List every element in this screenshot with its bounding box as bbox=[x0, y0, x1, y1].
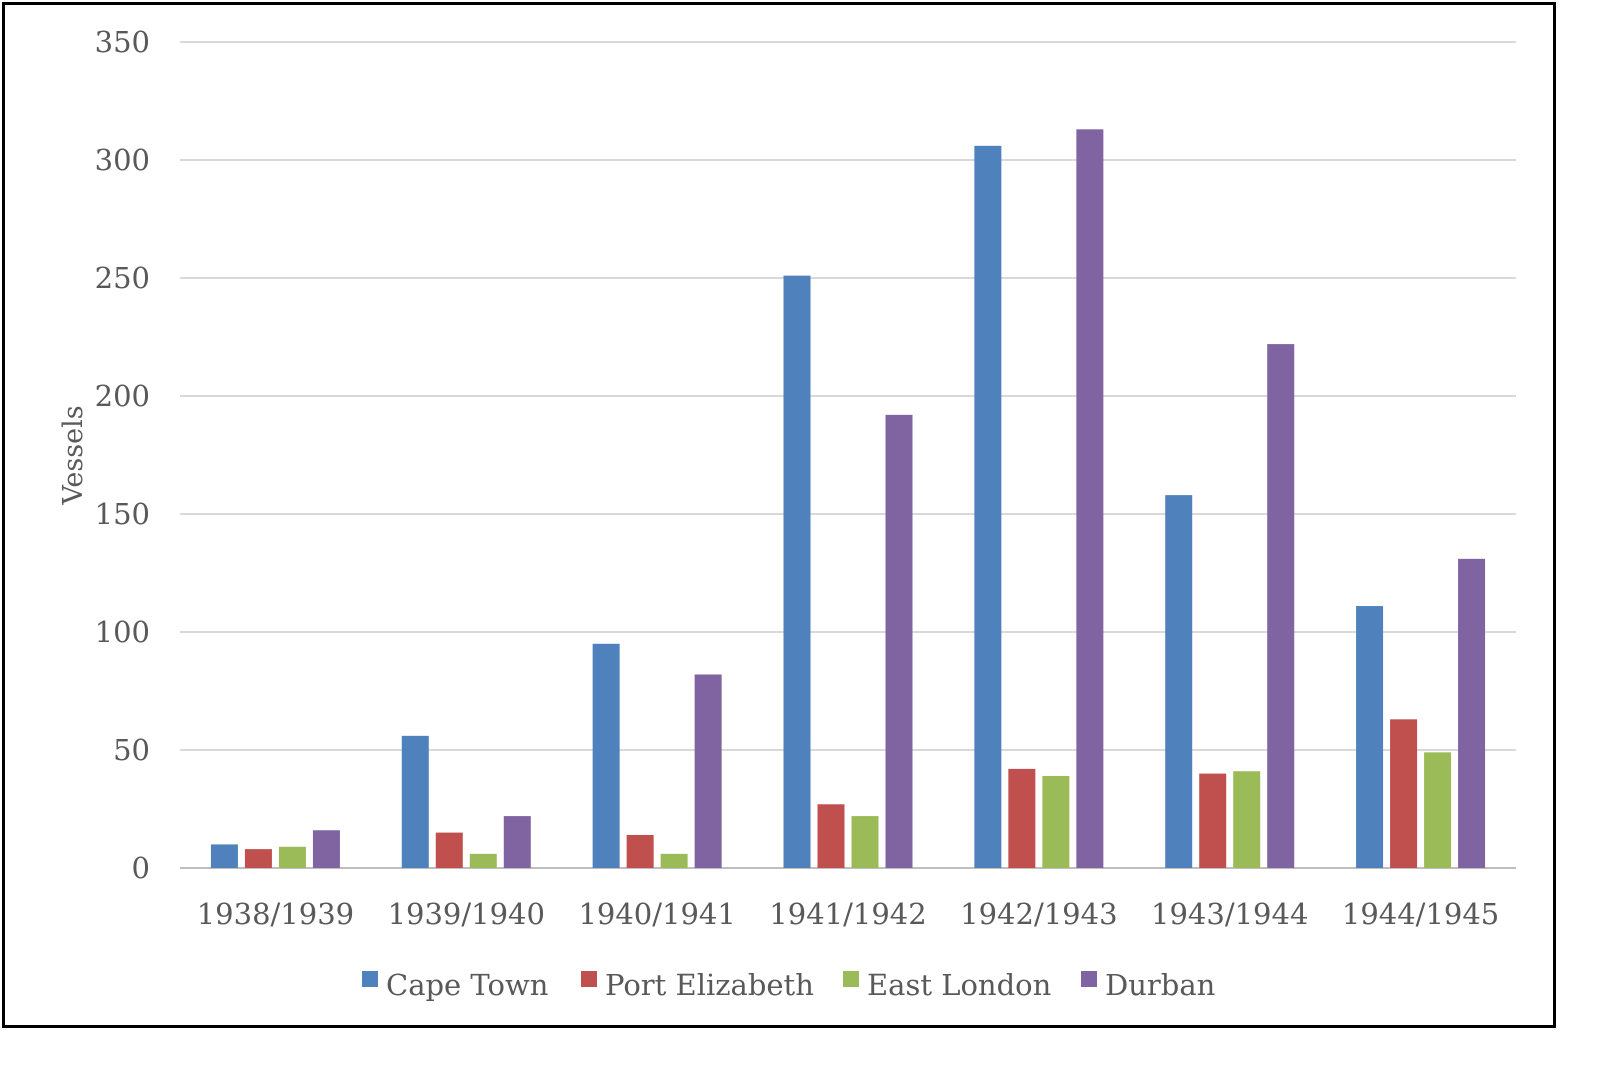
y-tick-label: 50 bbox=[113, 733, 150, 767]
legend-label: Durban bbox=[1105, 968, 1215, 1002]
legend-swatch bbox=[581, 971, 597, 987]
bars bbox=[210, 129, 1486, 869]
bar-port-elizabeth-2 bbox=[626, 834, 654, 868]
bar-east-london-2 bbox=[660, 853, 688, 868]
legend-label: Cape Town bbox=[386, 968, 548, 1002]
bar-east-london-1 bbox=[469, 853, 497, 868]
bar-east-london-6 bbox=[1424, 752, 1452, 868]
bar-cape-town-5 bbox=[1165, 495, 1193, 868]
x-tick-label: 1942/1943 bbox=[960, 897, 1117, 931]
bar-east-london-4 bbox=[1042, 775, 1070, 868]
bar-port-elizabeth-6 bbox=[1390, 719, 1418, 868]
x-axis-labels: 1938/1939 1939/1940 1940/1941 1941/1942 1942… bbox=[197, 897, 1500, 931]
x-tick-label: 1939/1940 bbox=[388, 897, 545, 931]
legend-swatch bbox=[1081, 971, 1097, 987]
legend-swatch bbox=[362, 971, 378, 987]
bar-durban-0 bbox=[312, 830, 340, 868]
legend-swatch bbox=[843, 971, 859, 987]
bar-durban-3 bbox=[885, 414, 913, 868]
bar-port-elizabeth-3 bbox=[817, 804, 845, 868]
y-axis-ticks: 0 50 100 150 200 250 300 350 bbox=[95, 25, 150, 885]
bar-durban-2 bbox=[694, 674, 722, 868]
y-tick-label: 250 bbox=[95, 261, 150, 295]
x-tick-label: 1940/1941 bbox=[578, 897, 735, 931]
gridlines bbox=[180, 41, 1516, 869]
legend-label: Port Elizabeth bbox=[605, 968, 814, 1002]
bar-east-london-3 bbox=[851, 816, 879, 868]
bar-port-elizabeth-4 bbox=[1008, 768, 1036, 868]
bar-east-london-5 bbox=[1233, 771, 1261, 868]
x-tick-label: 1938/1939 bbox=[197, 897, 354, 931]
bar-cape-town-1 bbox=[401, 735, 429, 868]
x-tick-label: 1943/1944 bbox=[1151, 897, 1308, 931]
bar-port-elizabeth-0 bbox=[244, 849, 272, 868]
x-tick-label: 1941/1942 bbox=[769, 897, 926, 931]
legend: Cape Town Port Elizabeth East London Durban bbox=[362, 968, 1215, 1002]
bar-cape-town-6 bbox=[1356, 606, 1384, 868]
y-tick-label: 150 bbox=[95, 497, 150, 531]
bar-port-elizabeth-1 bbox=[435, 832, 463, 868]
bar-durban-5 bbox=[1267, 344, 1295, 869]
legend-label: East London bbox=[867, 968, 1051, 1002]
bar-durban-6 bbox=[1458, 558, 1486, 868]
bar-cape-town-4 bbox=[974, 145, 1002, 869]
y-tick-label: 0 bbox=[132, 851, 150, 885]
bar-port-elizabeth-5 bbox=[1199, 773, 1227, 868]
bar-cape-town-3 bbox=[783, 275, 811, 868]
bar-east-london-0 bbox=[278, 846, 306, 868]
bar-durban-1 bbox=[503, 816, 531, 868]
x-tick-label: 1944/1945 bbox=[1342, 897, 1499, 931]
y-tick-label: 300 bbox=[95, 143, 150, 177]
bar-cape-town-0 bbox=[210, 844, 238, 868]
y-tick-label: 200 bbox=[95, 379, 150, 413]
y-axis-title: Vessels bbox=[58, 405, 89, 505]
bar-cape-town-2 bbox=[592, 643, 620, 868]
bar-durban-4 bbox=[1076, 129, 1104, 868]
y-tick-label: 350 bbox=[95, 25, 150, 59]
y-tick-label: 100 bbox=[95, 615, 150, 649]
